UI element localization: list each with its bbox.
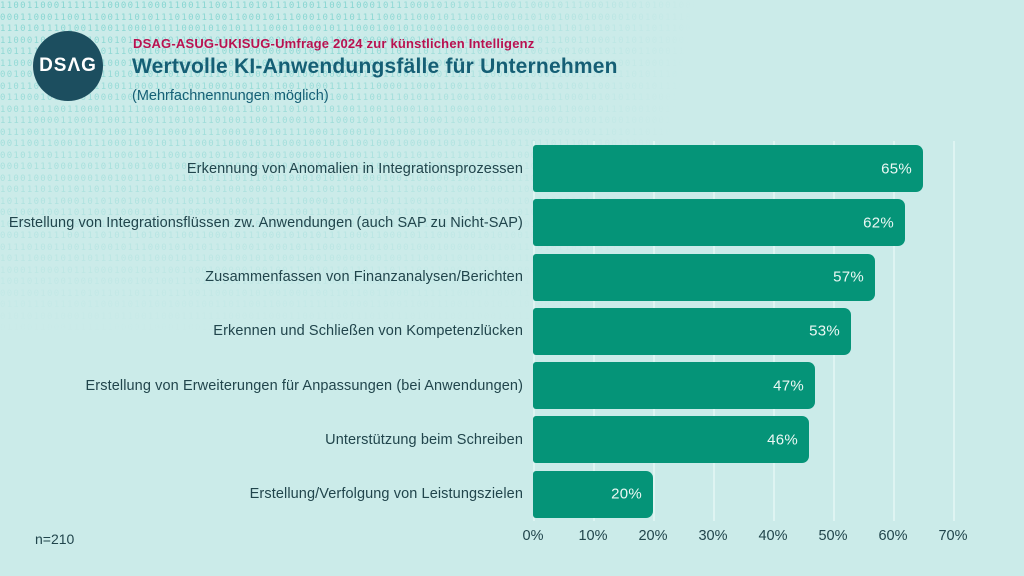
sample-size-label: n=210 — [35, 531, 75, 547]
dsag-logo: DSΛG — [33, 31, 103, 101]
bar-category-label: Erkennung von Anomalien in Integrationsp… — [186, 160, 523, 177]
x-axis-tick: 60% — [878, 528, 908, 544]
bar-row: Erkennung von Anomalien in Integrationsp… — [0, 145, 1024, 192]
bar: 46% — [533, 416, 809, 464]
bar-value-label: 53% — [809, 322, 840, 340]
x-axis-tick: 40% — [758, 528, 788, 544]
x-axis-tick: 10% — [578, 528, 608, 544]
bar-value-label: 20% — [611, 485, 642, 503]
bar: 62% — [533, 199, 905, 247]
bar-value-label: 57% — [833, 268, 864, 286]
x-axis-tick: 30% — [698, 528, 728, 544]
bar: 57% — [533, 253, 875, 301]
bar-row: Erstellung von Erweiterungen für Anpassu… — [0, 362, 1024, 410]
bar-value-label: 62% — [863, 214, 894, 232]
x-axis: 0% 10% 20% 30% 40% 50% 60% 70% — [523, 528, 973, 548]
bar: 20% — [533, 470, 653, 518]
bar-row: Erkennen und Schließen von Kompetenzlück… — [0, 307, 1024, 355]
bar-value-label: 46% — [767, 431, 798, 449]
bar-category-label: Unterstützung beim Schreiben — [325, 431, 523, 448]
page-title: Wertvolle KI-Anwendungsfälle für Unterne… — [132, 55, 618, 78]
x-axis-tick: 0% — [522, 528, 544, 544]
gridline — [893, 141, 895, 521]
bar-row: Zusammenfassen von Finanzanalysen/Berich… — [0, 253, 1024, 301]
bar-category-label: Erstellung von Erweiterungen für Anpassu… — [85, 377, 523, 394]
bar-value-label: 65% — [881, 160, 912, 177]
bar-category-label: Erkennen und Schließen von Kompetenzlück… — [213, 323, 523, 340]
bar-category-label: Erstellung von Integrationsflüssen zw. A… — [8, 214, 523, 231]
bar: 65% — [533, 145, 923, 192]
x-axis-tick: 70% — [938, 528, 968, 544]
page-subtitle: (Mehrfachnennungen möglich) — [132, 88, 329, 104]
x-axis-tick: 50% — [818, 528, 848, 544]
bar: 53% — [533, 307, 851, 355]
x-axis-tick: 20% — [638, 528, 668, 544]
dsag-logo-text: DSΛG — [39, 55, 97, 76]
bar-row: Erstellung/Verfolgung von Leistungsziele… — [0, 470, 1024, 518]
survey-kicker: DSAG-ASUG-UKISUG-Umfrage 2024 zur künstl… — [133, 36, 535, 51]
bar-chart: Erkennung von Anomalien in Integrationsp… — [0, 145, 1024, 525]
bar-value-label: 47% — [773, 377, 804, 395]
bar-category-label: Zusammenfassen von Finanzanalysen/Berich… — [205, 269, 523, 286]
bar: 47% — [533, 362, 815, 410]
gridline — [953, 141, 955, 521]
bar-category-label: Erstellung/Verfolgung von Leistungsziele… — [249, 486, 523, 503]
bar-row: Erstellung von Integrationsflüssen zw. A… — [0, 199, 1024, 247]
bar-row: Unterstützung beim Schreiben 46% — [0, 416, 1024, 464]
